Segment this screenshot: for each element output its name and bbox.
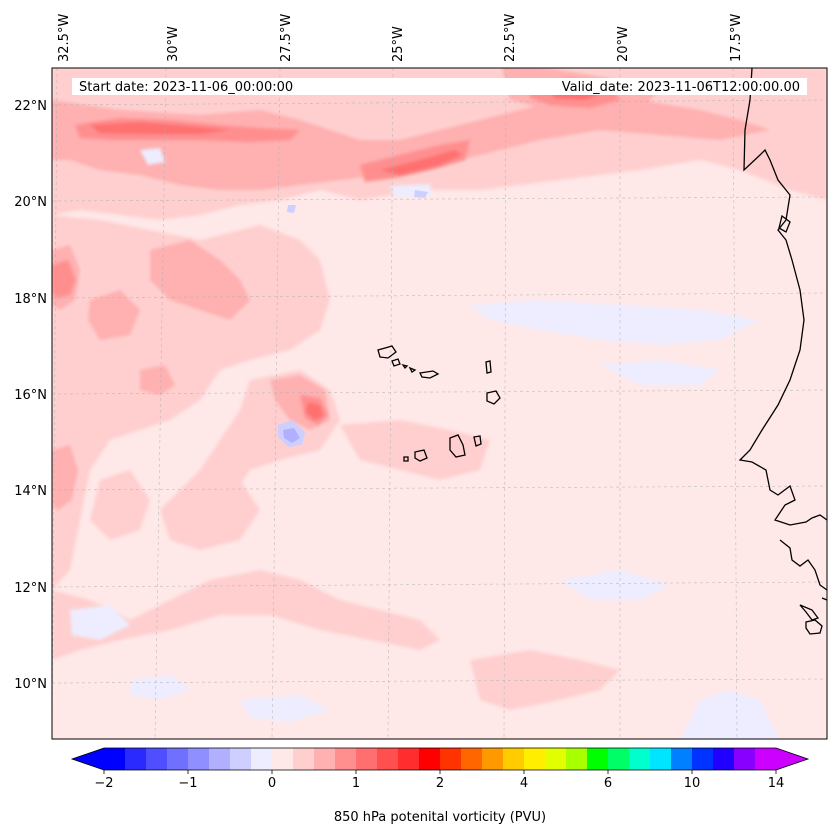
colorbar-cell <box>755 748 777 770</box>
lat-label: 18°N <box>14 292 47 307</box>
colorbar-cell <box>230 748 252 770</box>
colorbar-tick-label: −1 <box>178 776 197 791</box>
lon-label: 27.5°W <box>279 14 294 62</box>
colorbar-cells <box>104 748 777 770</box>
colorbar-cell <box>629 748 651 770</box>
lon-label: 17.5°W <box>729 14 744 62</box>
colorbar-cell <box>524 748 546 770</box>
colorbar-cell <box>377 748 399 770</box>
colorbar-tick-label: 6 <box>604 776 612 791</box>
lon-label: 25°W <box>391 26 406 62</box>
colorbar-cell <box>440 748 462 770</box>
colorbar-cell <box>419 748 441 770</box>
pv-field-blue <box>278 190 428 447</box>
colorbar-cell <box>482 748 504 770</box>
colorbar-cell <box>167 748 189 770</box>
colorbar-over-arrow <box>776 748 808 770</box>
colorbar-cell <box>314 748 336 770</box>
colorbar-cell <box>671 748 693 770</box>
header-box <box>72 78 807 95</box>
lon-label: 22.5°W <box>503 14 518 62</box>
lat-label: 10°N <box>14 677 47 692</box>
lon-label: 20°W <box>616 26 631 62</box>
coastline <box>738 68 827 635</box>
colorbar-ticks: −2 −1 0 1 2 4 6 10 14 <box>94 770 784 791</box>
colorbar-cell <box>209 748 231 770</box>
valid-date-label: Valid_date: 2023-11-06T12:00:00.00 <box>562 80 800 95</box>
colorbar-tick-label: −2 <box>94 776 113 791</box>
colorbar-cell <box>125 748 147 770</box>
lat-label: 20°N <box>14 195 47 210</box>
longitude-labels: 32.5°W 30°W 27.5°W 25°W 22.5°W 20°W 17.5… <box>57 14 744 62</box>
colorbar-cell <box>650 748 672 770</box>
colorbar-cell <box>146 748 168 770</box>
colorbar-cell <box>608 748 630 770</box>
colorbar-under-arrow <box>72 748 104 770</box>
colorbar-title: 850 hPa potenital vorticity (PVU) <box>334 810 546 825</box>
colorbar-cell <box>272 748 294 770</box>
graticule <box>52 68 827 739</box>
colorbar-cell <box>461 748 483 770</box>
map-frame <box>51 67 828 740</box>
map-panel: Start date: 2023-11-06_00:00:00 Valid_da… <box>52 68 827 739</box>
lat-label: 16°N <box>14 388 47 403</box>
pv-field-pink <box>52 68 770 510</box>
colorbar-cell <box>692 748 714 770</box>
colorbar: −2 −1 0 1 2 4 6 10 14 850 hPa potenital vorticit… <box>70 747 810 825</box>
start-date-label: Start date: 2023-11-06_00:00:00 <box>79 80 293 95</box>
colorbar-tick-label: 4 <box>520 776 528 791</box>
colorbar-cell <box>545 748 567 770</box>
colorbar-cell <box>713 748 735 770</box>
colorbar-tick-label: 1 <box>352 776 360 791</box>
lon-label: 30°W <box>166 26 181 62</box>
lat-label: 12°N <box>14 581 47 596</box>
colorbar-cell <box>566 748 588 770</box>
colorbar-cell <box>398 748 420 770</box>
lat-label: 14°N <box>14 484 47 499</box>
colorbar-tick-label: 14 <box>768 776 785 791</box>
colorbar-cell <box>293 748 315 770</box>
colorbar-cell <box>503 748 525 770</box>
colorbar-cell <box>587 748 609 770</box>
colorbar-cell <box>188 748 210 770</box>
pv-field-light-blue <box>70 148 780 739</box>
colorbar-cell <box>734 748 756 770</box>
lat-label: 22°N <box>14 99 47 114</box>
colorbar-cell <box>356 748 378 770</box>
latitude-labels: 22°N 20°N 18°N 16°N 14°N 12°N 10°N <box>14 99 47 692</box>
colorbar-tick-label: 2 <box>436 776 444 791</box>
colorbar-cell <box>335 748 357 770</box>
lon-label: 32.5°W <box>57 14 72 62</box>
colorbar-tick-label: 10 <box>684 776 701 791</box>
cape-verde-islands <box>377 345 501 462</box>
colorbar-cell <box>251 748 273 770</box>
colorbar-tick-label: 0 <box>268 776 276 791</box>
colorbar-cell <box>104 748 126 770</box>
